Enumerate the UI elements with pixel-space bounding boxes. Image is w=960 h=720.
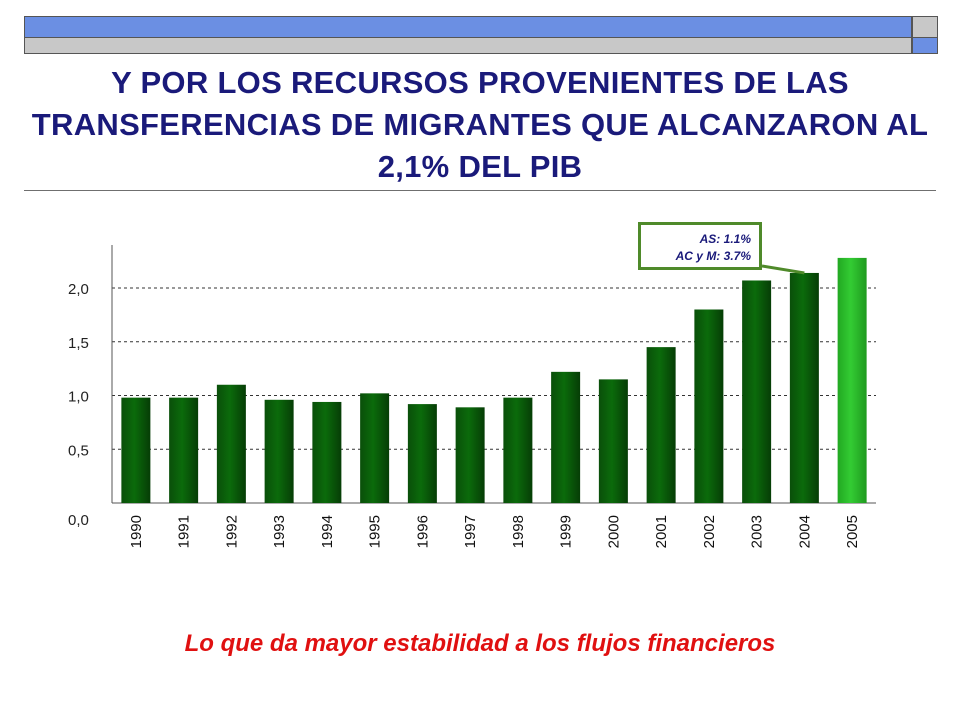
x-tick-label: 1992 [223,515,240,548]
bar-1999 [551,371,581,503]
bar-2002 [694,309,724,503]
bar-1996 [407,404,437,503]
top-box-grey [912,16,938,38]
x-tick-label: 1996 [414,515,431,548]
x-tick-label: 2004 [796,515,813,548]
title-divider [24,190,936,191]
bar-chart: 0,0 0,5 1,0 1,5 2,0 1990 1991 1992 1993 1994 1995 1… [68,245,876,548]
x-tick-label: 1998 [510,515,527,548]
footer-subtitle: Lo que da mayor estabilidad a los flujos… [184,630,776,657]
y-tick-label: 1,0 [68,389,89,406]
bar-1991 [169,397,199,503]
bar-1997 [455,407,485,503]
x-tick-label: 1997 [462,515,479,548]
x-tick-label: 1990 [128,515,145,548]
bar-2000 [598,379,628,503]
bar-1990 [121,397,151,503]
x-tick-label: 1995 [367,515,384,548]
top-box-blue [912,38,938,54]
x-tick-label: 2003 [749,515,766,548]
x-tick-label: 2002 [701,515,718,548]
page-title: Y POR LOS RECURSOS PROVENIENTES DE LAS T… [31,65,929,184]
x-tick-label: 1993 [271,515,288,548]
y-tick-label: 1,5 [68,335,89,352]
callout-box: AS: 1.1% AC y M: 3.7% [638,222,762,270]
callout-pointer [761,264,805,275]
top-bar-blue [24,16,912,38]
x-tick-label: 1994 [319,515,336,548]
bar-1994 [312,401,342,503]
bar-1998 [503,397,533,503]
y-tick-label: 2,0 [68,281,89,298]
bar-1992 [216,384,246,503]
x-tick-label: 2001 [653,515,670,548]
bar-2003 [742,280,772,503]
x-tick-label: 1999 [558,515,575,548]
x-tick-label: 2005 [844,515,861,548]
top-decorative-bar [24,16,938,54]
y-tick-label: 0,5 [68,442,89,459]
bar-1995 [360,393,390,503]
x-tick-label: 1991 [176,515,193,548]
x-tick-label: 2000 [605,515,622,548]
bar-1993 [264,399,294,503]
bar-2004 [789,272,819,503]
top-bar-grey [24,38,912,54]
y-tick-label: 0,0 [68,512,89,529]
bar-2005 [837,257,867,503]
callout-line-1: AS: 1.1% [699,232,751,246]
bar-2001 [646,347,676,503]
callout-line-2: AC y M: 3.7% [675,249,751,263]
